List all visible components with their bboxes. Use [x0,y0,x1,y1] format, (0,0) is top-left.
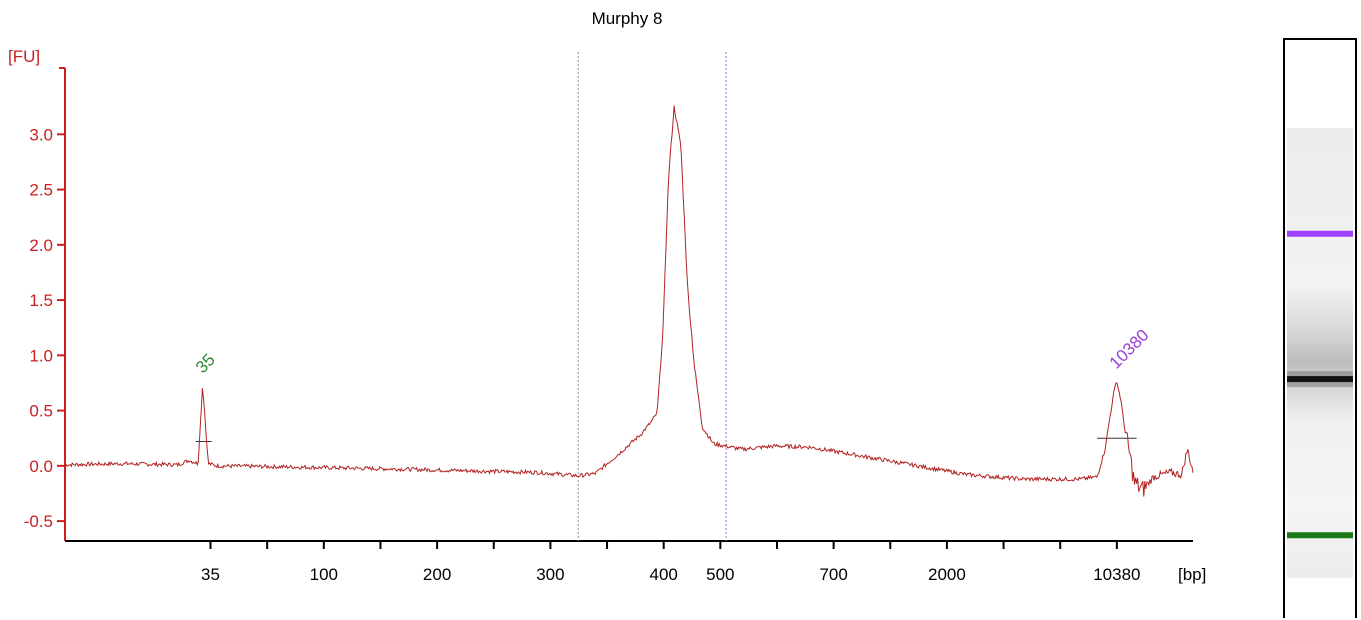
chart-title: Murphy 8 [592,9,663,28]
x-tick-label: 700 [819,565,847,584]
gel-image [1287,128,1353,578]
x-tick-label: 10380 [1093,565,1140,584]
y-tick-label: 2.5 [29,181,53,200]
y-tick-label: 0.5 [29,402,53,421]
y-axis-label: [FU] [8,47,40,66]
x-tick-label: 35 [201,565,220,584]
gel-lane [1283,38,1357,618]
x-axis: 35 100 200 300 400 500 700 2000 10380 [65,540,1193,584]
electropherogram-chart: Murphy 8 [FU] [bp] -0.5 0.0 0.5 1.0 1.5 2.0 2.… [8,9,1206,584]
x-tick-label: 500 [706,565,734,584]
y-tick-label: 2.0 [29,236,53,255]
y-tick-label: -0.5 [24,512,53,531]
region-markers [577,52,727,541]
x-tick-label: 400 [649,565,677,584]
peak-label: 35 [192,350,219,377]
x-tick-label: 200 [423,565,451,584]
x-tick-label: 100 [310,565,338,584]
signal-trace [64,105,1194,497]
gel-band [1287,376,1353,383]
x-tick-label: 2000 [928,565,966,584]
x-axis-label: [bp] [1178,565,1206,584]
x-tick-label: 300 [536,565,564,584]
peak-labels: 35 10380 [192,326,1153,377]
peak-label: 10380 [1106,326,1153,373]
gel-background [1287,128,1353,578]
gel-band [1287,230,1353,237]
y-tick-label: 1.5 [29,291,53,310]
gel-band [1287,532,1353,539]
y-axis: -0.5 0.0 0.5 1.0 1.5 2.0 2.5 3.0 [24,67,66,541]
y-tick-label: 0.0 [29,457,53,476]
peak-baselines [195,437,1137,443]
y-tick-label: 1.0 [29,346,53,365]
y-tick-label: 3.0 [29,125,53,144]
series-group [64,105,1194,497]
